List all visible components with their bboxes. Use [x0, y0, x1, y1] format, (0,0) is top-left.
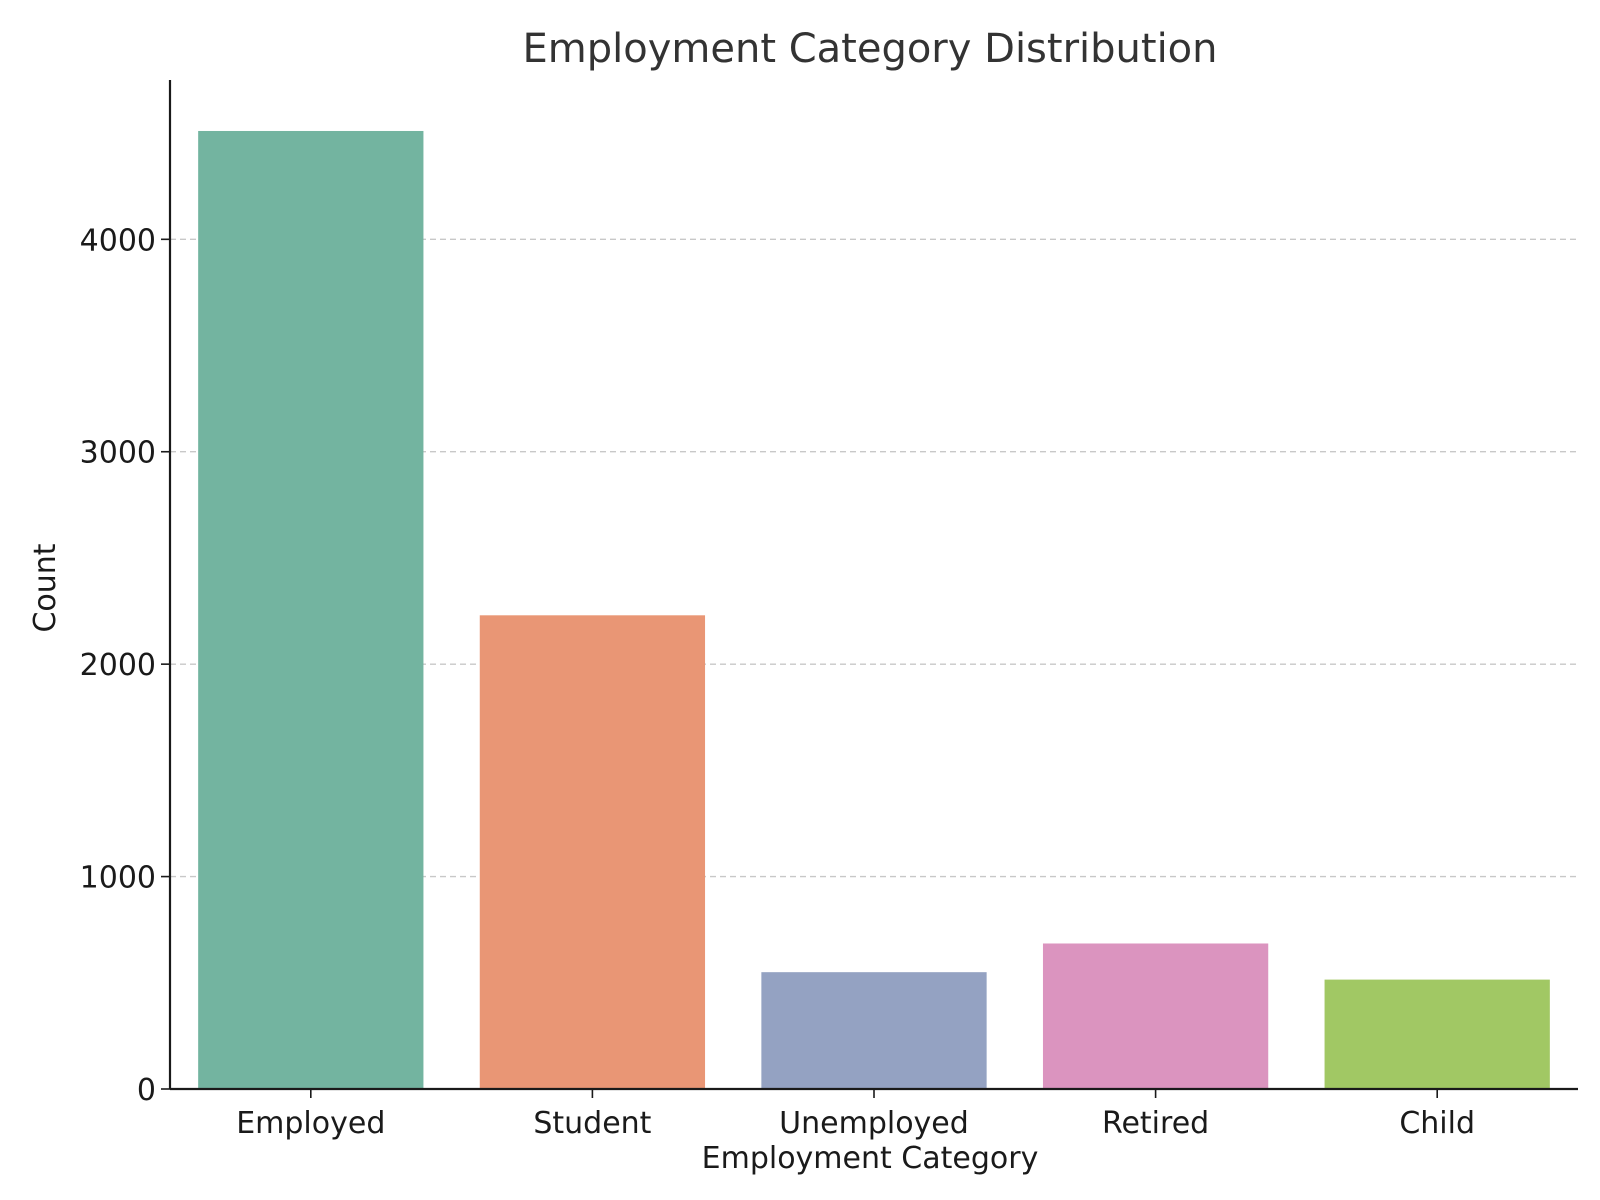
bar-unemployed — [761, 972, 987, 1089]
bar-student — [479, 615, 706, 1089]
bars — [198, 130, 1550, 1089]
x-tick-label-employed: Employed — [236, 1106, 385, 1141]
y-tick-label: 1000 — [80, 861, 156, 896]
bar-employed — [198, 130, 424, 1089]
bar-retired — [1042, 943, 1269, 1089]
y-axis-label: Count — [28, 543, 63, 632]
y-tick-label: 4000 — [80, 223, 156, 258]
x-axis-ticks: Employed Student Unemployed Retired Child — [236, 1089, 1475, 1141]
y-tick-label: 0 — [137, 1073, 156, 1108]
x-tick-label-unemployed: Unemployed — [779, 1106, 969, 1141]
y-axis-ticks: 0 1000 2000 3000 4000 — [80, 223, 170, 1108]
x-tick-label-student: Student — [533, 1106, 651, 1141]
x-axis-label: Employment Category — [702, 1141, 1039, 1176]
y-tick-label: 3000 — [80, 436, 156, 471]
x-tick-label-retired: Retired — [1102, 1106, 1209, 1141]
y-tick-label: 2000 — [80, 648, 156, 683]
bar-child — [1324, 979, 1550, 1089]
x-tick-label-child: Child — [1399, 1106, 1475, 1141]
chart-title: Employment Category Distribution — [523, 26, 1218, 72]
